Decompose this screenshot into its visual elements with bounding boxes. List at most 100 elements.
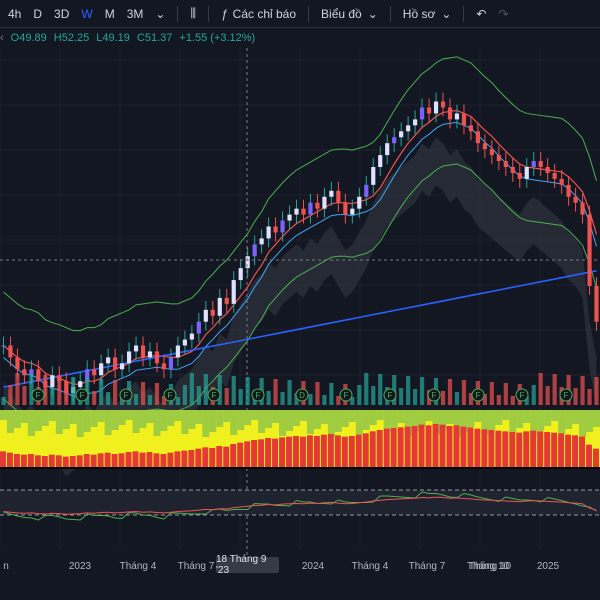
heat-bar-red: [118, 453, 125, 468]
volume-bar: [140, 382, 146, 405]
heat-bar-red: [286, 436, 292, 468]
heat-bar-green: [167, 410, 175, 426]
heat-bar-red: [369, 431, 376, 468]
redo-button[interactable]: ↷: [492, 0, 514, 27]
heat-bar-red: [446, 426, 453, 468]
heat-bar-green: [41, 410, 49, 426]
x-axis-label: n: [3, 561, 9, 572]
candle-body: [322, 196, 327, 209]
event-marker-label: F: [520, 391, 525, 400]
heat-bar-red: [209, 448, 216, 468]
heat-bar-red: [453, 425, 460, 468]
heat-bar-red: [509, 432, 516, 468]
legend-collapse-icon[interactable]: ‹: [0, 32, 4, 44]
heat-bar-green: [237, 410, 245, 430]
interval-w[interactable]: W: [81, 6, 93, 21]
heat-bar-red: [300, 436, 306, 468]
volume-bar: [22, 386, 27, 405]
heat-bar-green: [334, 410, 342, 432]
candle-body: [175, 345, 180, 358]
volume-bar: [308, 394, 313, 405]
candle-style-button[interactable]: ⫼: [184, 0, 202, 27]
volume-bar: [413, 389, 418, 405]
candle-body: [538, 161, 543, 167]
event-marker-label: F: [388, 391, 393, 400]
volume-bar: [503, 383, 508, 405]
heat-bar-red: [551, 432, 558, 468]
volume-bar: [161, 396, 167, 405]
volume-bar: [1, 397, 6, 405]
event-marker-label: F: [212, 391, 217, 400]
candle-body: [426, 107, 432, 114]
heat-bar-red: [202, 447, 209, 468]
interval-3d[interactable]: 3D: [54, 6, 70, 21]
heat-bar-green: [460, 410, 468, 432]
candle-body: [496, 155, 501, 162]
profile-menu-button[interactable]: Hồ sơ ⌄: [397, 0, 458, 27]
heat-bar-red: [327, 434, 334, 468]
heat-bar-green: [495, 410, 503, 425]
interval-m[interactable]: M: [104, 6, 115, 21]
heat-bar-green: [209, 410, 217, 432]
moving-average-red-line: [3, 109, 598, 385]
heat-bar-green: [306, 410, 314, 434]
candle-body: [378, 155, 383, 167]
heat-bar-green: [258, 410, 266, 433]
candle-body: [85, 369, 90, 382]
volume-bar: [406, 376, 411, 405]
interval-3m[interactable]: 3M: [126, 6, 144, 21]
candle-body: [413, 119, 418, 126]
heat-bar-red: [467, 427, 474, 468]
undo-button[interactable]: ↶: [470, 0, 492, 27]
candle-body: [301, 208, 306, 215]
heat-bar-red: [230, 444, 237, 468]
interval-d[interactable]: D: [33, 6, 43, 21]
candle-body: [154, 351, 160, 364]
heat-bar-red: [293, 436, 299, 468]
ichimoku-cloud: [3, 137, 597, 477]
heat-bar-green: [411, 410, 419, 431]
heat-bar-red: [474, 428, 481, 468]
event-marker-label: F: [36, 391, 41, 400]
candle-body: [552, 172, 557, 179]
heat-bar-red: [355, 434, 362, 468]
heat-bar-red: [146, 452, 153, 468]
indicators-button[interactable]: ƒ Các chỉ báo: [215, 0, 302, 27]
heat-bar-red: [13, 454, 20, 468]
heat-bar-red: [258, 439, 265, 468]
volume-bar: [357, 385, 362, 405]
interval-4h[interactable]: 4h: [8, 6, 22, 21]
candle-body: [8, 345, 13, 358]
heat-bar-green: [432, 410, 440, 434]
heat-bar-red: [34, 455, 41, 468]
volume-bar: [175, 397, 180, 405]
volume-bar: [545, 386, 550, 405]
candle-body: [106, 357, 111, 364]
event-marker-label: D: [299, 391, 305, 400]
close-value: C51.37: [136, 32, 173, 44]
interval-dropdown-chevron-icon[interactable]: ⌄: [155, 6, 166, 21]
volume-bar: [43, 375, 48, 405]
heat-bar-red: [313, 436, 320, 468]
heat-bar-red: [523, 431, 530, 468]
heat-bar-green: [111, 410, 119, 430]
heat-bar-green: [565, 410, 573, 429]
event-marker-label: F: [256, 391, 261, 400]
candle-body: [1, 345, 6, 347]
heat-bar-green: [516, 410, 524, 428]
chart-menu-button[interactable]: Biểu đồ ⌄: [315, 0, 384, 27]
heat-bar-green: [404, 410, 412, 436]
candle-body: [64, 381, 69, 394]
candle-body: [580, 202, 585, 215]
candle-body: [168, 357, 174, 370]
candle-body: [545, 167, 550, 173]
heat-bar-red: [404, 426, 411, 468]
heat-bar-green: [48, 410, 56, 421]
heat-bar-red: [76, 455, 83, 468]
heat-bar-green: [251, 410, 259, 420]
heat-bar-green: [558, 410, 566, 434]
heat-bar-green: [397, 410, 405, 423]
heat-bar-green: [362, 410, 370, 430]
heat-bar-red: [181, 450, 188, 468]
